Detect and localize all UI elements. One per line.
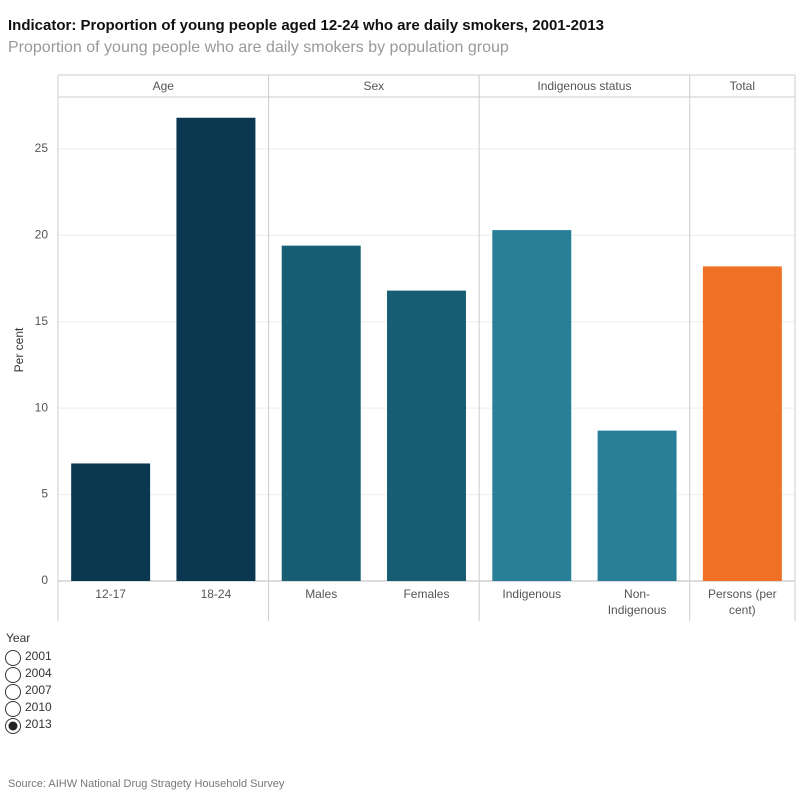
x-tick-label: Indigenous <box>502 587 562 601</box>
x-tick-label: Non-Indigenous <box>607 587 667 617</box>
y-axis-label: Per cent <box>12 327 26 372</box>
chart-title: Indicator: Proportion of young people ag… <box>8 17 604 34</box>
radio-label[interactable]: 2007 <box>25 683 52 697</box>
radio-option[interactable]: 2007 <box>5 683 53 700</box>
radio-label[interactable]: 2013 <box>25 717 52 731</box>
radio-label[interactable]: 2004 <box>25 666 52 680</box>
bar <box>387 290 466 581</box>
y-tick-label: 10 <box>35 400 49 414</box>
x-label-box: Indigenous <box>502 587 562 601</box>
radio-button[interactable] <box>5 667 21 683</box>
radio-label[interactable]: 2001 <box>25 649 52 663</box>
y-tick-label: 5 <box>41 487 48 501</box>
x-label-box: Non-Indigenous <box>607 587 667 617</box>
radio-option[interactable]: 2001 <box>5 649 53 666</box>
x-tick-label: Persons (per cent) <box>707 587 777 617</box>
y-tick-label: 20 <box>35 227 49 241</box>
radio-button[interactable] <box>5 650 21 666</box>
panel-header: Age <box>153 79 175 93</box>
x-tick-label: Males <box>305 587 338 601</box>
x-label-box: Females <box>403 587 450 601</box>
bar <box>597 430 677 581</box>
x-tick-label: Females <box>403 587 450 601</box>
source-note: Source: AIHW National Drug Stragety Hous… <box>8 778 285 790</box>
x-label-box: Males <box>305 587 338 601</box>
radio-option[interactable]: 2004 <box>5 666 53 683</box>
x-label-box: Persons (per cent) <box>707 587 777 617</box>
bar <box>71 463 151 581</box>
panel-header: Indigenous status <box>537 79 631 93</box>
x-tick-label: 18-24 <box>200 587 232 601</box>
panel-header: Sex <box>364 79 385 93</box>
chart-subtitle: Proportion of young people who are daily… <box>8 39 509 56</box>
bar <box>281 245 361 581</box>
radio-option[interactable]: 2010 <box>5 700 53 717</box>
y-tick-label: 15 <box>35 314 49 328</box>
panel-header: Total <box>730 79 755 93</box>
bar <box>492 230 572 581</box>
radio-button[interactable] <box>5 701 21 717</box>
x-label-box: 12-17 <box>95 587 126 601</box>
radio-option[interactable]: 2013 <box>5 717 53 734</box>
y-tick-label: 0 <box>41 573 48 587</box>
radio-button[interactable] <box>5 684 21 700</box>
bar <box>702 266 782 581</box>
x-tick-label: 12-17 <box>95 587 126 601</box>
radio-selected-dot <box>8 721 18 731</box>
bar <box>176 117 256 581</box>
x-label-box: 18-24 <box>200 587 232 601</box>
filter-title: Year <box>6 631 30 645</box>
radio-label[interactable]: 2010 <box>25 700 52 714</box>
y-tick-label: 25 <box>35 141 49 155</box>
